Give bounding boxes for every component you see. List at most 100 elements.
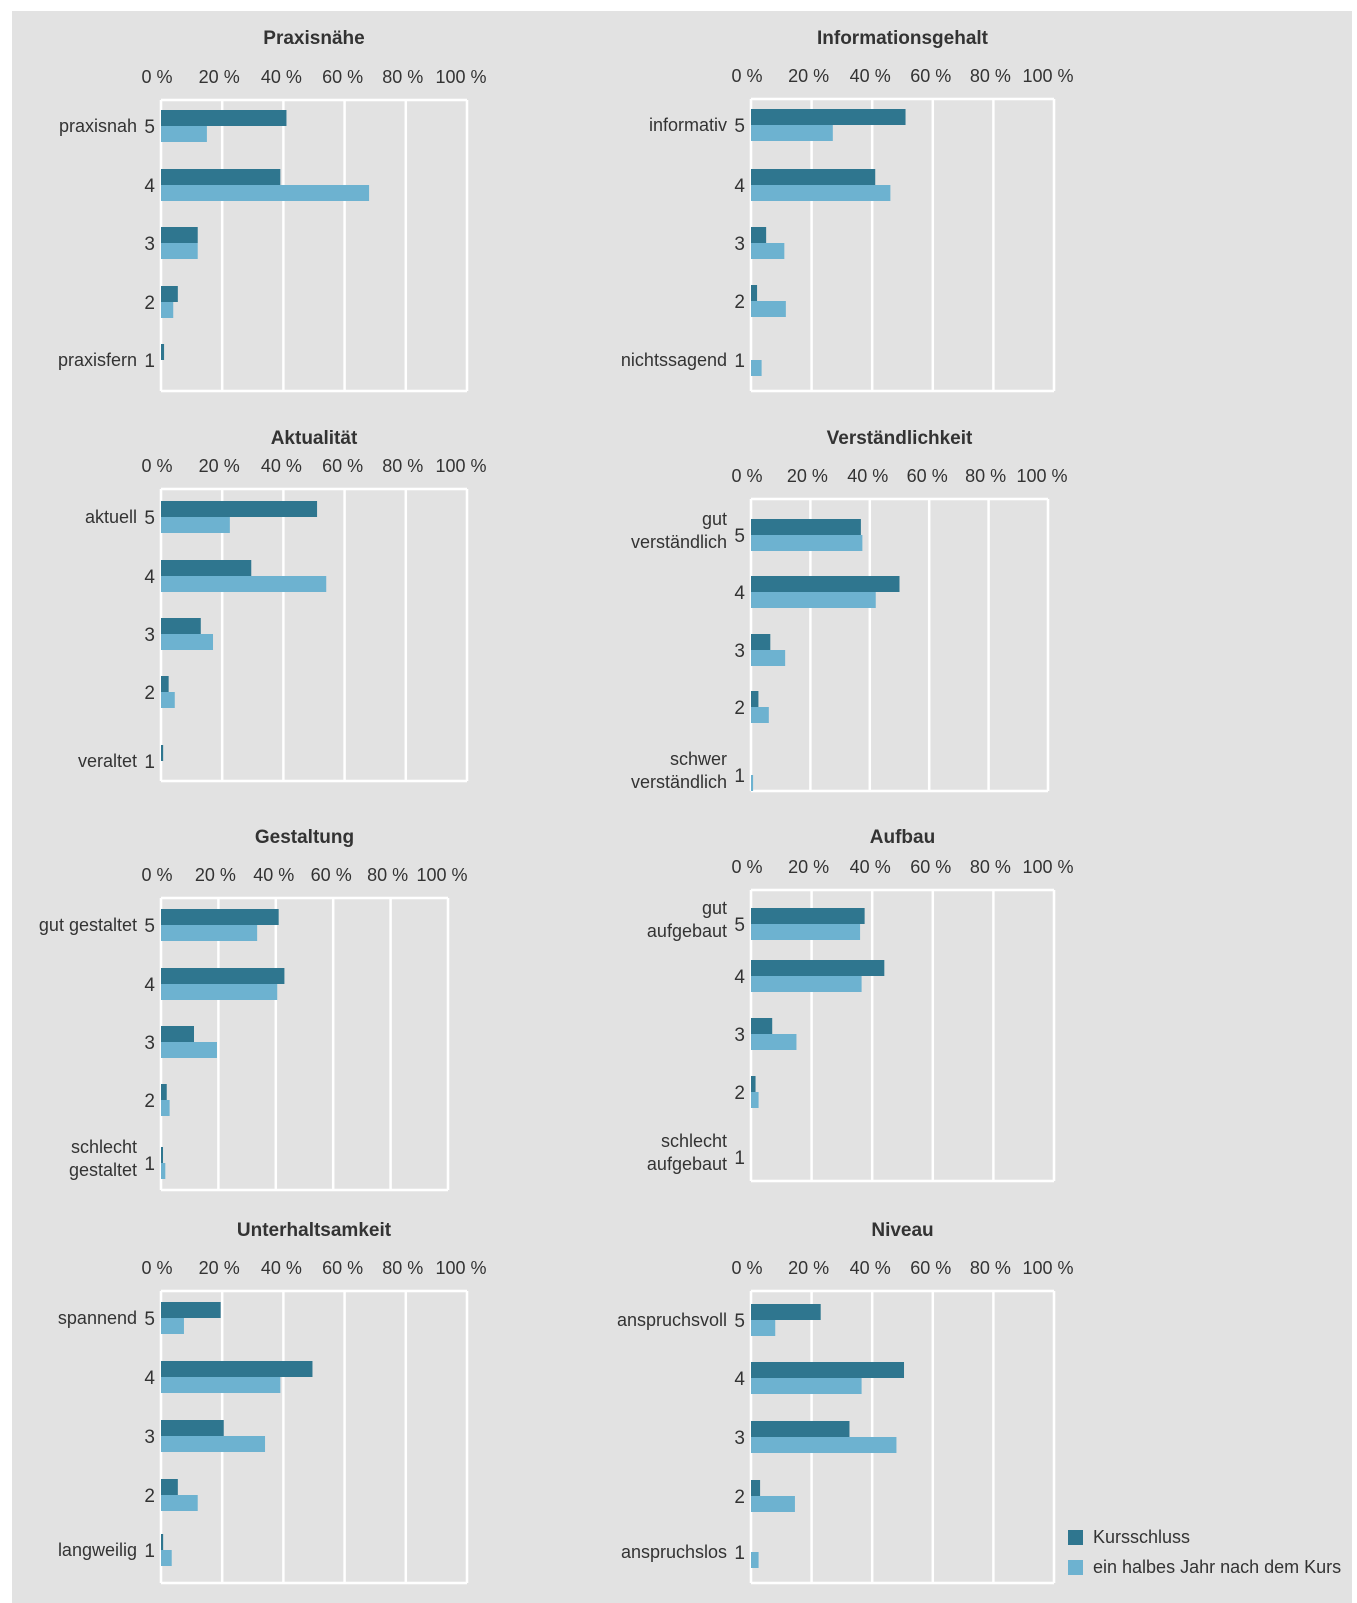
category-number: 3 — [144, 1033, 155, 1054]
category-label: aufgebaut — [647, 921, 727, 941]
bar — [751, 519, 861, 535]
bar — [161, 243, 198, 259]
bar — [751, 1034, 797, 1050]
category-number: 3 — [144, 1427, 155, 1448]
tick-label: 40 % — [850, 66, 891, 86]
bar — [161, 1361, 313, 1377]
bar — [161, 185, 370, 201]
tick-label: 60 % — [322, 1258, 363, 1278]
category-number: 1 — [734, 1543, 745, 1564]
tick-label: 80 % — [970, 857, 1011, 877]
bar — [751, 976, 862, 992]
bar — [161, 560, 252, 576]
category-number: 2 — [144, 1091, 155, 1112]
bar — [751, 650, 786, 666]
tick-label: 20 % — [199, 1258, 240, 1278]
tick-label: 80 % — [970, 1258, 1011, 1278]
tick-label: 0 % — [731, 857, 762, 877]
tick-label: 20 % — [787, 466, 828, 486]
bar — [751, 1496, 795, 1512]
bar — [161, 1302, 221, 1318]
bar — [161, 676, 169, 692]
bar — [161, 344, 165, 360]
legend-item-later: ein halbes Jahr nach dem Kurs — [1068, 1557, 1341, 1578]
category-number: 5 — [734, 915, 745, 936]
bar — [751, 592, 876, 608]
category-number: 5 — [734, 526, 745, 547]
tick-label: 40 % — [261, 67, 302, 87]
chart-title: Aufbau — [870, 827, 935, 848]
bar — [161, 1100, 170, 1116]
legend-swatch-later — [1068, 1560, 1083, 1575]
category-number: 3 — [144, 234, 155, 255]
category-number: 2 — [144, 1486, 155, 1507]
bar — [161, 1377, 281, 1393]
category-number: 5 — [144, 1309, 155, 1330]
bar — [161, 302, 174, 318]
category-label: gut gestaltet — [39, 915, 137, 935]
bar — [161, 110, 287, 126]
bar — [751, 301, 786, 317]
tick-label: 20 % — [788, 857, 829, 877]
category-label: gut — [702, 898, 727, 918]
bar — [161, 1479, 178, 1495]
tick-label: 40 % — [253, 865, 294, 885]
tick-label: 0 % — [731, 66, 762, 86]
bar — [161, 925, 258, 941]
category-label: schwer — [670, 749, 727, 769]
bar — [161, 1420, 224, 1436]
bar — [751, 707, 769, 723]
tick-label: 40 % — [261, 456, 302, 476]
category-label: veraltet — [78, 751, 137, 771]
bar — [751, 908, 865, 924]
category-number: 5 — [734, 116, 745, 137]
tick-label: 60 % — [322, 67, 363, 87]
bar — [161, 576, 327, 592]
tick-label: 100 % — [1022, 1258, 1073, 1278]
bar — [751, 1320, 776, 1336]
category-number: 1 — [144, 1541, 155, 1562]
bar — [751, 285, 758, 301]
category-number: 1 — [144, 1154, 155, 1175]
category-number: 5 — [144, 117, 155, 138]
category-label: nichtssagend — [621, 350, 727, 370]
category-label: schlecht — [71, 1137, 137, 1157]
category-number: 4 — [144, 1368, 155, 1389]
bar — [751, 691, 759, 707]
category-number: 5 — [144, 916, 155, 937]
tick-label: 80 % — [382, 1258, 423, 1278]
tick-label: 100 % — [435, 1258, 486, 1278]
chart-title: Unterhaltsamkeit — [237, 1220, 392, 1241]
tick-label: 40 % — [261, 1258, 302, 1278]
bar — [161, 169, 281, 185]
legend-swatch-end — [1068, 1530, 1083, 1545]
chart-title: Niveau — [871, 1220, 933, 1241]
chart-title: Praxisnähe — [263, 28, 364, 49]
bar — [161, 618, 201, 634]
tick-label: 20 % — [199, 67, 240, 87]
category-number: 4 — [144, 975, 155, 996]
bar — [161, 517, 230, 533]
tick-label: 80 % — [382, 456, 423, 476]
bar — [161, 1534, 164, 1550]
bar — [751, 109, 906, 125]
category-number: 1 — [144, 752, 155, 773]
category-number: 4 — [734, 176, 745, 197]
category-label: anspruchslos — [621, 1542, 727, 1562]
figure-background — [12, 11, 1352, 1603]
tick-label: 0 % — [731, 466, 762, 486]
category-label: informativ — [649, 115, 727, 135]
tick-label: 60 % — [907, 466, 948, 486]
bar — [751, 169, 876, 185]
tick-label: 100 % — [435, 456, 486, 476]
bar — [751, 1092, 759, 1108]
category-number: 1 — [144, 351, 155, 372]
tick-label: 100 % — [1016, 466, 1067, 486]
category-number: 5 — [144, 508, 155, 529]
bar — [751, 775, 754, 791]
legend-item-end: Kursschluss — [1068, 1527, 1190, 1548]
bar — [751, 1076, 756, 1092]
bar — [161, 1318, 184, 1334]
tick-label: 40 % — [847, 466, 888, 486]
